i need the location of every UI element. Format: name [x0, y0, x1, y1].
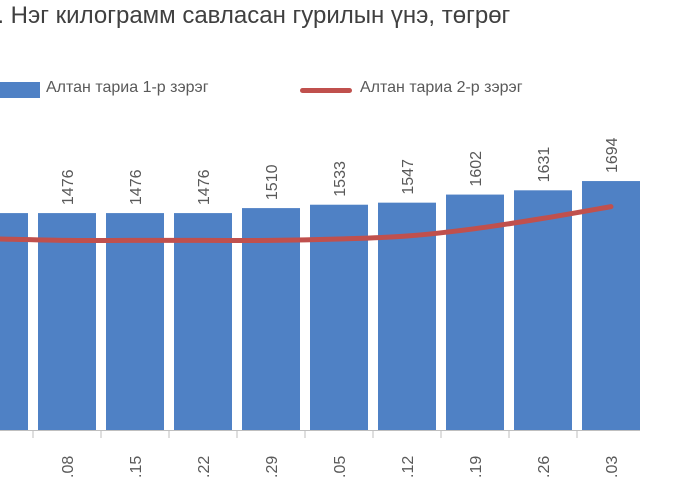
- bar-7: [446, 194, 504, 430]
- data-label-1: 1476: [60, 169, 77, 205]
- data-label-8: 1631: [536, 147, 553, 183]
- data-label-4: 1510: [264, 164, 281, 200]
- x-tick-label-8: .26: [536, 456, 553, 478]
- bar-5: [310, 204, 368, 430]
- x-tick-label-4: .29: [264, 456, 281, 478]
- bar-2: [106, 213, 164, 430]
- x-tick-label-9: .03: [604, 456, 621, 478]
- x-tick-label-5: .05: [332, 456, 349, 478]
- x-tick-label-2: .15: [128, 456, 145, 478]
- bar-6: [378, 202, 436, 430]
- legend-swatch-series-1: [0, 82, 40, 98]
- x-tick-label-7: .19: [468, 456, 485, 478]
- bar-3: [174, 213, 232, 430]
- data-label-9: 1694: [604, 137, 621, 173]
- legend-label-series-1: Алтан тариа 1-р зэрэг: [46, 79, 209, 96]
- data-label-3: 1476: [196, 169, 213, 205]
- bar-8: [514, 190, 572, 430]
- legend-label-series-2: Алтан тариа 2-р зэрэг: [360, 79, 523, 96]
- bar-4: [242, 208, 300, 430]
- bar-9: [582, 181, 640, 430]
- line-series-2: [0, 204, 614, 244]
- data-label-6: 1547: [400, 159, 417, 195]
- x-tick-label-1: .08: [60, 456, 77, 478]
- bar-1: [38, 213, 96, 430]
- data-label-2: 1476: [128, 169, 145, 205]
- legend-swatch-series-2: [300, 88, 352, 93]
- bar-0: [0, 213, 28, 430]
- legend: Алтан тариа 1-р зэрэг Алтан тариа 2-р зэ…: [0, 74, 700, 102]
- x-tick-label-6: .12: [400, 456, 417, 478]
- data-label-5: 1533: [332, 161, 349, 197]
- x-tick-label-3: .22: [196, 456, 213, 478]
- chart-title: 4. Нэг килограмм савласан гурилын үнэ, т…: [0, 2, 511, 29]
- data-label-7: 1602: [468, 151, 485, 187]
